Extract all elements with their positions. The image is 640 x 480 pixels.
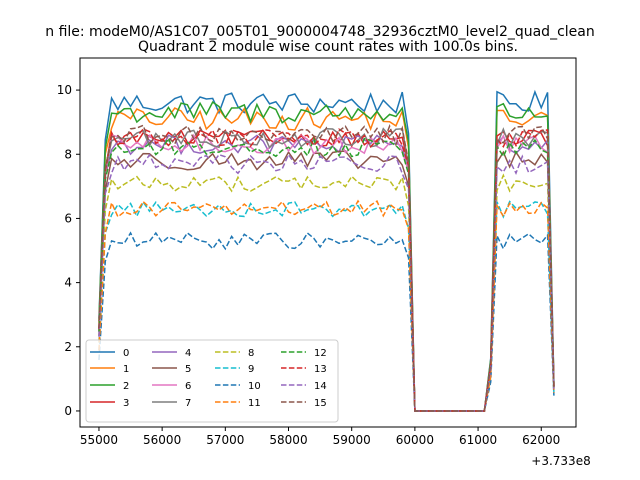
figure-suptitle: n file: modeM0/AS1C07_005T01_9000004748_… — [45, 24, 594, 40]
x-tick-label: 58000 — [269, 433, 307, 447]
x-tick-label: 56000 — [143, 433, 181, 447]
y-tick-label: 6 — [64, 211, 72, 225]
series-line-15 — [98, 124, 555, 412]
legend-label-6: 6 — [185, 381, 191, 392]
legend-label-10: 10 — [248, 381, 261, 392]
x-tick-label: 55000 — [80, 433, 118, 447]
legend-label-8: 8 — [248, 348, 254, 359]
legend-label-3: 3 — [123, 398, 129, 409]
y-tick-label: 4 — [64, 276, 72, 290]
legend-label-0: 0 — [123, 348, 129, 359]
legend-label-4: 4 — [185, 348, 191, 359]
legend-label-2: 2 — [123, 381, 129, 392]
legend-label-14: 14 — [314, 381, 327, 392]
x-axis: 55000 56000 57000 58000 59000 60000 61000 62000 — [80, 427, 560, 447]
plot-frame — [79, 57, 577, 428]
legend-label-12: 12 — [314, 348, 327, 359]
legend-label-9: 9 — [248, 364, 254, 375]
series-layer — [98, 89, 555, 412]
series-line-10 — [98, 231, 555, 412]
x-tick-label: 57000 — [206, 433, 244, 447]
series-line-12 — [98, 136, 555, 412]
legend-label-7: 7 — [185, 398, 191, 409]
legend-label-15: 15 — [314, 398, 327, 409]
x-tick-label: 60000 — [396, 433, 434, 447]
y-tick-label: 10 — [57, 83, 72, 97]
chart-title: Quadrant 2 module wise count rates with … — [138, 39, 518, 55]
x-tick-label: 62000 — [522, 433, 560, 447]
y-tick-label: 0 — [64, 404, 72, 418]
y-axis: 0 2 4 6 8 10 — [57, 83, 80, 418]
y-tick-label: 2 — [64, 340, 72, 354]
x-offset-label: +3.733e8 — [531, 454, 590, 468]
x-tick-label: 59000 — [333, 433, 371, 447]
x-tick-label: 61000 — [459, 433, 497, 447]
legend-label-13: 13 — [314, 364, 327, 375]
legend-label-5: 5 — [185, 364, 191, 375]
legend-label-1: 1 — [123, 364, 129, 375]
legend-label-11: 11 — [248, 398, 261, 409]
legend-frame — [85, 339, 339, 423]
y-tick-label: 8 — [64, 147, 72, 161]
